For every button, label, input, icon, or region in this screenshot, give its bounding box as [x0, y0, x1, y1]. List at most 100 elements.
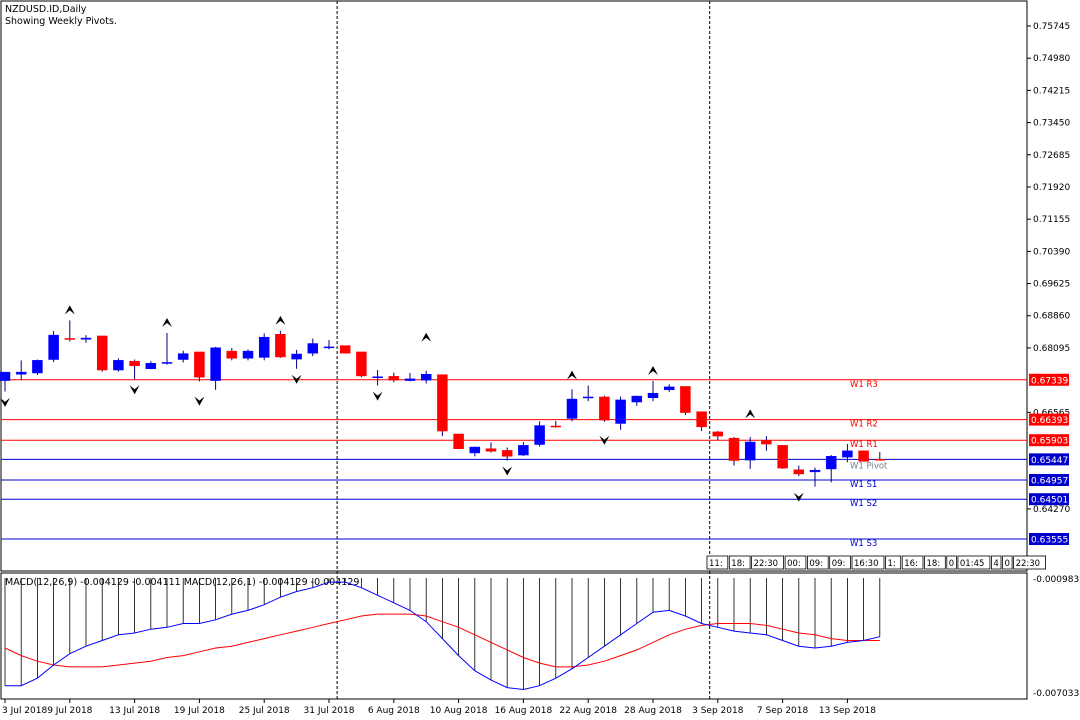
candle-body	[453, 433, 464, 449]
candle-body	[404, 378, 416, 381]
pivot-label: W1 R3	[850, 380, 878, 390]
timer-box	[784, 555, 807, 570]
time-tick-label: 16 Aug 2018	[495, 706, 553, 716]
candle-body	[615, 399, 626, 424]
candle-body	[388, 376, 400, 381]
candle-body	[825, 456, 837, 470]
fractal-up-icon	[275, 315, 286, 325]
candle-body	[680, 386, 691, 413]
symbol-title: NZDUSD.ID,Daily	[5, 4, 87, 15]
price-tick-label: 0.74215	[1033, 86, 1070, 96]
candles	[0, 320, 886, 487]
candle-body	[161, 362, 173, 364]
candle-body	[291, 353, 302, 360]
timer-text: 18:	[731, 559, 745, 569]
candle-body	[582, 396, 594, 399]
pivot-badge-text: 0.65447	[1031, 456, 1068, 466]
price-tick-label: 0.72685	[1033, 151, 1070, 161]
time-tick-label: 9 Jul 2018	[47, 706, 92, 716]
fractals	[0, 305, 804, 502]
candle-body	[712, 431, 724, 437]
pivot-badge-text: 0.67339	[1031, 376, 1068, 386]
pivot-badge-text: 0.64957	[1031, 476, 1068, 486]
candle-body	[80, 337, 92, 340]
candle-body	[356, 351, 367, 377]
candle-body	[258, 336, 270, 358]
timer-text: 09:	[832, 559, 846, 569]
pivot-badges: 0.67339 0.66393 0.65903 0.65447 0.64957 0.645…	[1029, 373, 1069, 546]
fractal-down-icon	[599, 435, 610, 445]
pivot-badge-bg	[1029, 533, 1069, 545]
fractal-up-icon	[648, 365, 658, 375]
candle-body	[842, 450, 853, 458]
timer-text: 16:	[904, 559, 918, 569]
candle-body	[242, 350, 254, 359]
candle-body	[15, 371, 27, 375]
timer-box	[901, 555, 924, 570]
time-tick-label: 22 Aug 2018	[559, 706, 617, 716]
candle-body	[113, 360, 124, 371]
price-tick-label: 0.69625	[1033, 280, 1070, 290]
timer-box	[957, 555, 991, 570]
pivot-badge-bg	[1029, 373, 1069, 386]
candle-body	[372, 376, 383, 379]
candle-body	[129, 360, 140, 367]
pivot-label: W1 Pivot	[850, 461, 888, 471]
fractal-up-icon	[745, 409, 756, 419]
candle-body	[518, 445, 529, 456]
macd-bottom-tick: -0.007033	[1033, 689, 1079, 699]
pivot-badge-text: 0.64501	[1031, 496, 1068, 506]
price-tick-label: 0.75745	[1033, 22, 1070, 32]
fractal-down-icon	[194, 396, 205, 406]
candle-body	[210, 347, 221, 381]
time-tick-label: 10 Aug 2018	[430, 706, 488, 716]
pivot-badge-bg	[1029, 453, 1069, 466]
fractal-up-icon	[64, 305, 75, 315]
candle-body	[226, 350, 238, 359]
candle-body	[631, 395, 643, 403]
price-tick-label: 0.64270	[1033, 505, 1070, 515]
fractal-up-icon	[162, 318, 172, 328]
time-tick-label: 7 Sep 2018	[757, 706, 809, 716]
time-tick-label: 6 Aug 2018	[368, 706, 420, 716]
fractal-down-icon	[0, 397, 10, 407]
time-tick-label: 19 Jul 2018	[174, 706, 225, 716]
candle-body	[275, 334, 286, 358]
candle-body	[64, 338, 76, 340]
pivot-lines: W1 R3 W1 R2 W1 R1 W1 Pivot W1 S1 W1 S2 W1 S3	[1, 379, 1027, 549]
macd-label: MACD(12,26,9) -0.004129 -0.004111 MACD(1…	[5, 577, 359, 588]
time-axis: 3 Jul 2018 9 Jul 2018 13 Jul 2018 19 Jul 20…	[2, 699, 876, 716]
price-tick-label: 0.71155	[1033, 215, 1070, 225]
price-tick-label: 0.73450	[1033, 119, 1070, 129]
fractal-down-icon	[129, 385, 140, 395]
fractal-up-icon	[421, 332, 432, 342]
price-tick-label: 0.71920	[1033, 183, 1070, 193]
timer-text: 18:	[927, 559, 941, 569]
time-tick-label: 25 Jul 2018	[239, 706, 290, 716]
candle-body	[420, 373, 432, 381]
candle-body	[809, 469, 821, 473]
timer-box	[706, 555, 729, 570]
session-timers: 11: 18: 22:30 00: 09: 09: 16:30 1: 16: 18: 0 01:45 4…	[706, 555, 1046, 570]
pivot-badge-bg	[1029, 493, 1069, 506]
pivot-badge-bg	[1029, 413, 1069, 426]
timer-text: 1:	[888, 559, 896, 569]
time-tick-label: 3 Jul 2018	[2, 706, 47, 716]
candle-body	[566, 398, 578, 419]
timer-text: 01:45	[960, 559, 985, 569]
candle-body	[550, 425, 562, 428]
fractal-down-icon	[793, 492, 804, 502]
price-tick-label: 0.68860	[1033, 312, 1070, 322]
timer-text: 00:	[787, 559, 801, 569]
candle-body	[761, 440, 772, 445]
timer-text: 22:30	[754, 559, 779, 569]
candle-body	[696, 411, 707, 428]
candle-body	[145, 363, 157, 370]
fractal-up-icon	[567, 370, 577, 380]
candle-body	[32, 360, 43, 374]
timer-text: 11:	[709, 559, 723, 569]
candle-body	[777, 445, 788, 469]
main-plot-frame	[0, 0, 1028, 572]
candle-body	[323, 346, 335, 349]
